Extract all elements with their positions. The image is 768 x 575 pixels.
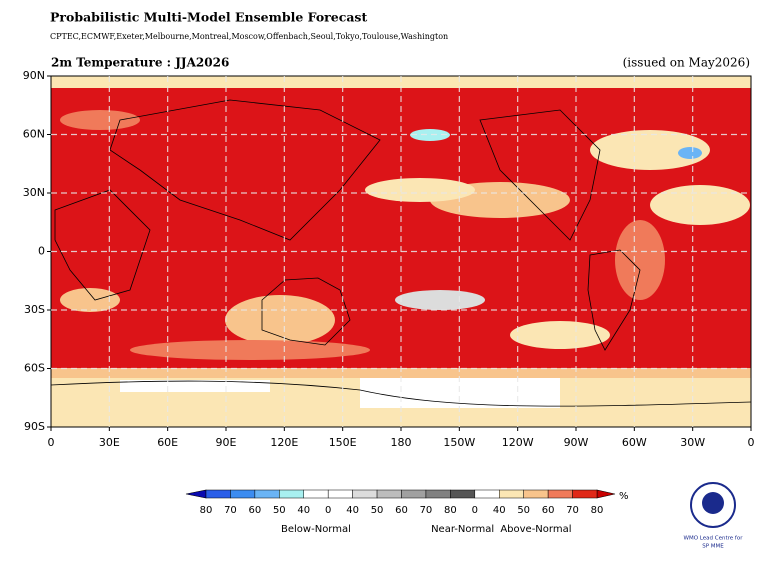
logo: WMO Lead Centre for SP MME bbox=[684, 482, 744, 550]
colorbar-segment bbox=[401, 489, 427, 499]
arrow-left bbox=[185, 489, 207, 499]
lat-label: 60S bbox=[24, 362, 45, 375]
colorbar-label: 0 bbox=[472, 505, 478, 516]
colorbar-segment bbox=[450, 489, 476, 499]
colorbar-label: 50 bbox=[517, 505, 530, 516]
colorbar-label: 40 bbox=[346, 505, 359, 516]
colorbar-segment bbox=[425, 489, 451, 499]
lon-label: 90E bbox=[216, 436, 237, 449]
lon-label: 0 bbox=[748, 436, 755, 449]
colorbar-segment bbox=[205, 489, 231, 499]
colorbar-label: 80 bbox=[591, 505, 604, 516]
colorbar-label: 40 bbox=[493, 505, 506, 516]
colorbar-segment bbox=[230, 489, 256, 499]
lon-label: 30E bbox=[99, 436, 120, 449]
colorbar-segment bbox=[572, 489, 598, 499]
lat-label: 0 bbox=[38, 245, 45, 258]
lon-label: 120E bbox=[270, 436, 298, 449]
colorbar-label: 0 bbox=[325, 505, 331, 516]
lat-label: 30N bbox=[23, 186, 45, 199]
title: Probabilistic Multi-Model Ensemble Forec… bbox=[50, 10, 367, 25]
lat-label: 90N bbox=[23, 69, 45, 82]
group-label: Near-Normal bbox=[431, 524, 494, 535]
lon-label: 180 bbox=[391, 436, 412, 449]
lat-label: 60N bbox=[23, 128, 45, 141]
colorbar-label: 70 bbox=[224, 505, 237, 516]
colorbar: 80 70 60 50 40 0 40 50 60 70 80 0 40 50 60 70 80% Below-N… bbox=[185, 489, 629, 535]
colorbar-segment bbox=[376, 489, 402, 499]
lon-label: 150E bbox=[329, 436, 357, 449]
lon-label: 120W bbox=[502, 436, 534, 449]
colorbar-segment bbox=[352, 489, 378, 499]
lon-label: 0 bbox=[48, 436, 55, 449]
colorbar-label: 50 bbox=[371, 505, 384, 516]
arrow-right bbox=[596, 489, 616, 499]
colorbar-segment bbox=[474, 489, 500, 499]
colorbar-segment bbox=[547, 489, 573, 499]
colorbar-unit: % bbox=[619, 491, 629, 502]
colorbar-label: 80 bbox=[444, 505, 457, 516]
colorbar-label: 80 bbox=[200, 505, 213, 516]
logo-text: SP MME bbox=[702, 544, 724, 550]
colorbar-segment bbox=[523, 489, 549, 499]
colorbar-label: 70 bbox=[566, 505, 579, 516]
group-label: Above-Normal bbox=[500, 524, 571, 535]
lon-label: 60E bbox=[157, 436, 178, 449]
colorbar-label: 60 bbox=[395, 505, 408, 516]
logo-text: WMO Lead Centre for bbox=[684, 536, 744, 542]
colorbar-label: 60 bbox=[249, 505, 262, 516]
lon-label: 90W bbox=[564, 436, 589, 449]
lat-label: 30S bbox=[24, 303, 45, 316]
colorbar-segment bbox=[254, 489, 280, 499]
colorbar-label: 50 bbox=[273, 505, 286, 516]
lon-label: 150W bbox=[443, 436, 475, 449]
colorbar-label: 70 bbox=[420, 505, 433, 516]
colorbar-label: 40 bbox=[297, 505, 310, 516]
lat-label: 90S bbox=[24, 420, 45, 433]
issued: (issued on May2026) bbox=[623, 56, 750, 70]
group-label: Below-Normal bbox=[281, 524, 351, 535]
colorbar-label: 60 bbox=[542, 505, 555, 516]
centres: CPTEC,ECMWF,Exeter,Melbourne,Montreal,Mo… bbox=[50, 32, 448, 41]
variable: 2m Temperature : JJA2026 bbox=[51, 56, 229, 70]
lon-label: 30W bbox=[680, 436, 705, 449]
colorbar-segment bbox=[327, 489, 353, 499]
colorbar-segment bbox=[303, 489, 329, 499]
lon-label: 60W bbox=[622, 436, 647, 449]
colorbar-segment bbox=[499, 489, 524, 499]
colorbar-segment bbox=[279, 489, 304, 499]
